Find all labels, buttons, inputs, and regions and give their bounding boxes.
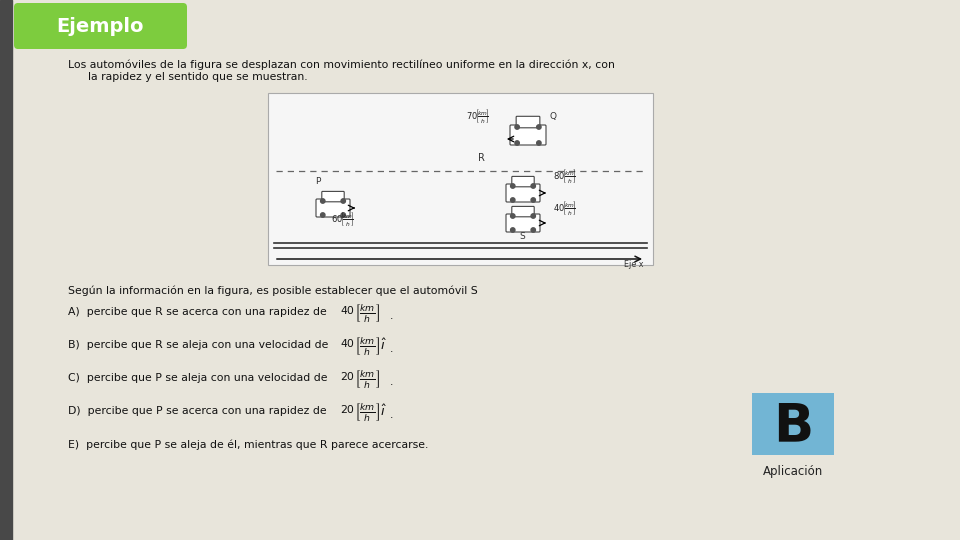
FancyBboxPatch shape xyxy=(516,116,540,128)
Text: S: S xyxy=(519,232,525,241)
FancyBboxPatch shape xyxy=(510,125,546,145)
Circle shape xyxy=(515,141,519,145)
Text: B: B xyxy=(773,400,813,452)
Text: $40\!\left[\!\frac{km}{h}\!\right]$: $40\!\left[\!\frac{km}{h}\!\right]$ xyxy=(553,199,577,217)
Circle shape xyxy=(341,199,346,203)
FancyBboxPatch shape xyxy=(14,3,187,49)
Text: $60\!\left[\!\frac{km}{h}\!\right]$: $60\!\left[\!\frac{km}{h}\!\right]$ xyxy=(331,210,355,228)
Text: $\left[\frac{km}{h}\right]\hat{\imath}$: $\left[\frac{km}{h}\right]\hat{\imath}$ xyxy=(354,336,387,358)
Text: Q: Q xyxy=(550,112,557,121)
Text: $70\!\left[\!\frac{km}{h}\!\right]$: $70\!\left[\!\frac{km}{h}\!\right]$ xyxy=(466,107,490,125)
Circle shape xyxy=(511,214,515,218)
Text: .: . xyxy=(390,311,394,321)
Text: 20: 20 xyxy=(340,372,354,382)
Circle shape xyxy=(321,199,324,203)
Circle shape xyxy=(321,213,324,217)
FancyBboxPatch shape xyxy=(506,184,540,202)
Circle shape xyxy=(531,198,536,202)
Circle shape xyxy=(531,228,536,232)
Text: Ejemplo: Ejemplo xyxy=(57,17,144,37)
Text: R: R xyxy=(478,153,485,163)
FancyBboxPatch shape xyxy=(316,199,350,217)
Text: 40: 40 xyxy=(340,306,354,316)
FancyBboxPatch shape xyxy=(322,191,345,202)
Circle shape xyxy=(537,141,541,145)
Text: .: . xyxy=(390,344,394,354)
Text: .: . xyxy=(390,377,394,387)
Text: $\left[\frac{km}{h}\right]\hat{\imath}$: $\left[\frac{km}{h}\right]\hat{\imath}$ xyxy=(354,402,387,424)
Text: .: . xyxy=(390,410,394,420)
Circle shape xyxy=(515,125,519,129)
FancyBboxPatch shape xyxy=(506,214,540,232)
Text: A)  percibe que R se acerca con una rapidez de: A) percibe que R se acerca con una rapid… xyxy=(68,307,326,317)
Circle shape xyxy=(511,228,515,232)
Text: D)  percibe que P se acerca con una rapidez de: D) percibe que P se acerca con una rapid… xyxy=(68,406,326,416)
Circle shape xyxy=(341,213,346,217)
Text: C)  percibe que P se aleja con una velocidad de: C) percibe que P se aleja con una veloci… xyxy=(68,373,327,383)
Text: Aplicación: Aplicación xyxy=(763,465,823,478)
Text: $\left[\frac{km}{h}\right]$: $\left[\frac{km}{h}\right]$ xyxy=(354,369,380,391)
Text: $80\!\left[\!\frac{km}{h}\!\right]$: $80\!\left[\!\frac{km}{h}\!\right]$ xyxy=(553,167,577,185)
Text: 40: 40 xyxy=(340,339,354,349)
Text: Según la información en la figura, es posible establecer que el automóvil S: Según la información en la figura, es po… xyxy=(68,285,478,295)
Text: Los automóviles de la figura se desplazan con movimiento rectilíneo uniforme en : Los automóviles de la figura se desplaza… xyxy=(68,60,614,71)
Circle shape xyxy=(537,125,541,129)
Circle shape xyxy=(531,214,536,218)
Text: B)  percibe que R se aleja con una velocidad de: B) percibe que R se aleja con una veloci… xyxy=(68,340,328,350)
Text: E)  percibe que P se aleja de él, mientras que R parece acercarse.: E) percibe que P se aleja de él, mientra… xyxy=(68,439,428,449)
Text: 20: 20 xyxy=(340,405,354,415)
FancyBboxPatch shape xyxy=(512,206,534,217)
Bar xyxy=(0,0,12,540)
Text: $\left[\frac{km}{h}\right]$: $\left[\frac{km}{h}\right]$ xyxy=(354,303,380,325)
Text: Eje x: Eje x xyxy=(623,260,643,269)
Circle shape xyxy=(531,184,536,188)
Circle shape xyxy=(511,198,515,202)
Text: la rapidez y el sentido que se muestran.: la rapidez y el sentido que se muestran. xyxy=(88,72,307,82)
FancyBboxPatch shape xyxy=(512,177,534,187)
Bar xyxy=(752,393,834,455)
Circle shape xyxy=(511,184,515,188)
Bar xyxy=(268,93,653,265)
Text: P: P xyxy=(315,177,321,186)
